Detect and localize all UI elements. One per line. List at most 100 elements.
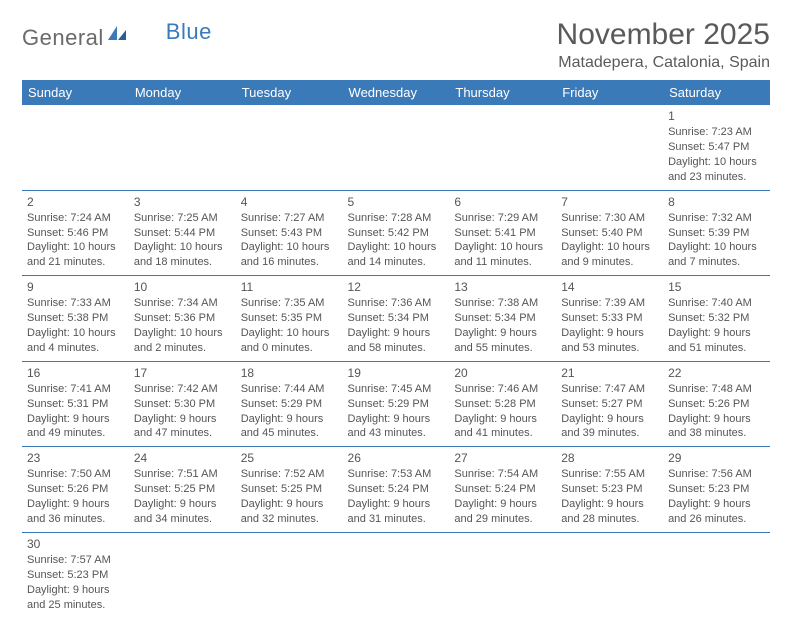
sunrise-text: Sunrise: 7:38 AM xyxy=(454,296,551,311)
calendar-cell xyxy=(343,532,450,617)
day-number: 8 xyxy=(668,194,765,210)
day-number: 17 xyxy=(134,365,231,381)
daylight-text: and 32 minutes. xyxy=(241,512,338,527)
sunrise-text: Sunrise: 7:30 AM xyxy=(561,211,658,226)
sunset-text: Sunset: 5:28 PM xyxy=(454,397,551,412)
sunset-text: Sunset: 5:39 PM xyxy=(668,226,765,241)
sunset-text: Sunset: 5:31 PM xyxy=(27,397,124,412)
daylight-text: and 47 minutes. xyxy=(134,426,231,441)
calendar-cell: 27Sunrise: 7:54 AMSunset: 5:24 PMDayligh… xyxy=(449,447,556,533)
day-number: 29 xyxy=(668,450,765,466)
calendar-cell xyxy=(236,105,343,190)
location-text: Matadepera, Catalonia, Spain xyxy=(557,54,770,72)
day-number: 22 xyxy=(668,365,765,381)
sunset-text: Sunset: 5:38 PM xyxy=(27,311,124,326)
calendar-cell: 20Sunrise: 7:46 AMSunset: 5:28 PMDayligh… xyxy=(449,361,556,447)
daylight-text: Daylight: 9 hours xyxy=(561,326,658,341)
calendar-cell: 8Sunrise: 7:32 AMSunset: 5:39 PMDaylight… xyxy=(663,190,770,276)
daylight-text: Daylight: 9 hours xyxy=(134,497,231,512)
day-number: 12 xyxy=(348,279,445,295)
daylight-text: Daylight: 9 hours xyxy=(348,497,445,512)
sunset-text: Sunset: 5:23 PM xyxy=(27,568,124,583)
day-number: 9 xyxy=(27,279,124,295)
daylight-text: and 55 minutes. xyxy=(454,341,551,356)
daylight-text: Daylight: 10 hours xyxy=(241,326,338,341)
sunset-text: Sunset: 5:24 PM xyxy=(348,482,445,497)
calendar-row: 23Sunrise: 7:50 AMSunset: 5:26 PMDayligh… xyxy=(22,447,770,533)
daylight-text: and 21 minutes. xyxy=(27,255,124,270)
sunset-text: Sunset: 5:26 PM xyxy=(27,482,124,497)
sunset-text: Sunset: 5:23 PM xyxy=(668,482,765,497)
calendar-cell xyxy=(556,532,663,617)
calendar-cell: 23Sunrise: 7:50 AMSunset: 5:26 PMDayligh… xyxy=(22,447,129,533)
sunrise-text: Sunrise: 7:35 AM xyxy=(241,296,338,311)
sunrise-text: Sunrise: 7:50 AM xyxy=(27,467,124,482)
calendar-cell: 29Sunrise: 7:56 AMSunset: 5:23 PMDayligh… xyxy=(663,447,770,533)
calendar-cell: 7Sunrise: 7:30 AMSunset: 5:40 PMDaylight… xyxy=(556,190,663,276)
sunrise-text: Sunrise: 7:41 AM xyxy=(27,382,124,397)
header: General Blue November 2025 Matadepera, C… xyxy=(22,18,770,72)
daylight-text: and 2 minutes. xyxy=(134,341,231,356)
day-number: 28 xyxy=(561,450,658,466)
daylight-text: Daylight: 9 hours xyxy=(27,583,124,598)
calendar-cell: 18Sunrise: 7:44 AMSunset: 5:29 PMDayligh… xyxy=(236,361,343,447)
sunrise-text: Sunrise: 7:45 AM xyxy=(348,382,445,397)
logo: General Blue xyxy=(22,24,212,51)
daylight-text: Daylight: 9 hours xyxy=(561,497,658,512)
calendar-cell: 22Sunrise: 7:48 AMSunset: 5:26 PMDayligh… xyxy=(663,361,770,447)
sunrise-text: Sunrise: 7:44 AM xyxy=(241,382,338,397)
daylight-text: and 4 minutes. xyxy=(27,341,124,356)
daylight-text: Daylight: 10 hours xyxy=(668,155,765,170)
daylight-text: Daylight: 10 hours xyxy=(348,240,445,255)
calendar-cell: 1Sunrise: 7:23 AMSunset: 5:47 PMDaylight… xyxy=(663,105,770,190)
sunset-text: Sunset: 5:27 PM xyxy=(561,397,658,412)
daylight-text: Daylight: 10 hours xyxy=(241,240,338,255)
title-block: November 2025 Matadepera, Catalonia, Spa… xyxy=(557,18,770,72)
sunrise-text: Sunrise: 7:57 AM xyxy=(27,553,124,568)
daylight-text: and 41 minutes. xyxy=(454,426,551,441)
daylight-text: Daylight: 9 hours xyxy=(454,326,551,341)
calendar-row: 16Sunrise: 7:41 AMSunset: 5:31 PMDayligh… xyxy=(22,361,770,447)
sunrise-text: Sunrise: 7:47 AM xyxy=(561,382,658,397)
calendar-cell: 9Sunrise: 7:33 AMSunset: 5:38 PMDaylight… xyxy=(22,276,129,362)
weekday-header: Thursday xyxy=(449,80,556,105)
calendar-cell xyxy=(663,532,770,617)
daylight-text: Daylight: 9 hours xyxy=(454,412,551,427)
day-number: 7 xyxy=(561,194,658,210)
sunrise-text: Sunrise: 7:40 AM xyxy=(668,296,765,311)
calendar-cell: 4Sunrise: 7:27 AMSunset: 5:43 PMDaylight… xyxy=(236,190,343,276)
sunrise-text: Sunrise: 7:54 AM xyxy=(454,467,551,482)
daylight-text: and 31 minutes. xyxy=(348,512,445,527)
daylight-text: Daylight: 10 hours xyxy=(454,240,551,255)
calendar-cell: 28Sunrise: 7:55 AMSunset: 5:23 PMDayligh… xyxy=(556,447,663,533)
sail-icon xyxy=(106,24,128,47)
daylight-text: and 28 minutes. xyxy=(561,512,658,527)
calendar-row: 9Sunrise: 7:33 AMSunset: 5:38 PMDaylight… xyxy=(22,276,770,362)
day-number: 19 xyxy=(348,365,445,381)
day-number: 15 xyxy=(668,279,765,295)
daylight-text: Daylight: 9 hours xyxy=(27,497,124,512)
calendar-cell: 21Sunrise: 7:47 AMSunset: 5:27 PMDayligh… xyxy=(556,361,663,447)
day-number: 13 xyxy=(454,279,551,295)
daylight-text: Daylight: 10 hours xyxy=(134,326,231,341)
calendar-row: 30Sunrise: 7:57 AMSunset: 5:23 PMDayligh… xyxy=(22,532,770,617)
sunset-text: Sunset: 5:42 PM xyxy=(348,226,445,241)
calendar-cell: 15Sunrise: 7:40 AMSunset: 5:32 PMDayligh… xyxy=(663,276,770,362)
daylight-text: and 39 minutes. xyxy=(561,426,658,441)
sunrise-text: Sunrise: 7:32 AM xyxy=(668,211,765,226)
day-number: 24 xyxy=(134,450,231,466)
calendar-cell: 25Sunrise: 7:52 AMSunset: 5:25 PMDayligh… xyxy=(236,447,343,533)
logo-text-2: Blue xyxy=(166,19,212,45)
sunrise-text: Sunrise: 7:25 AM xyxy=(134,211,231,226)
daylight-text: and 18 minutes. xyxy=(134,255,231,270)
daylight-text: Daylight: 10 hours xyxy=(27,240,124,255)
weekday-header: Friday xyxy=(556,80,663,105)
weekday-header: Sunday xyxy=(22,80,129,105)
calendar-cell: 19Sunrise: 7:45 AMSunset: 5:29 PMDayligh… xyxy=(343,361,450,447)
daylight-text: and 38 minutes. xyxy=(668,426,765,441)
calendar-cell xyxy=(556,105,663,190)
day-number: 14 xyxy=(561,279,658,295)
daylight-text: and 16 minutes. xyxy=(241,255,338,270)
day-number: 6 xyxy=(454,194,551,210)
daylight-text: and 26 minutes. xyxy=(668,512,765,527)
